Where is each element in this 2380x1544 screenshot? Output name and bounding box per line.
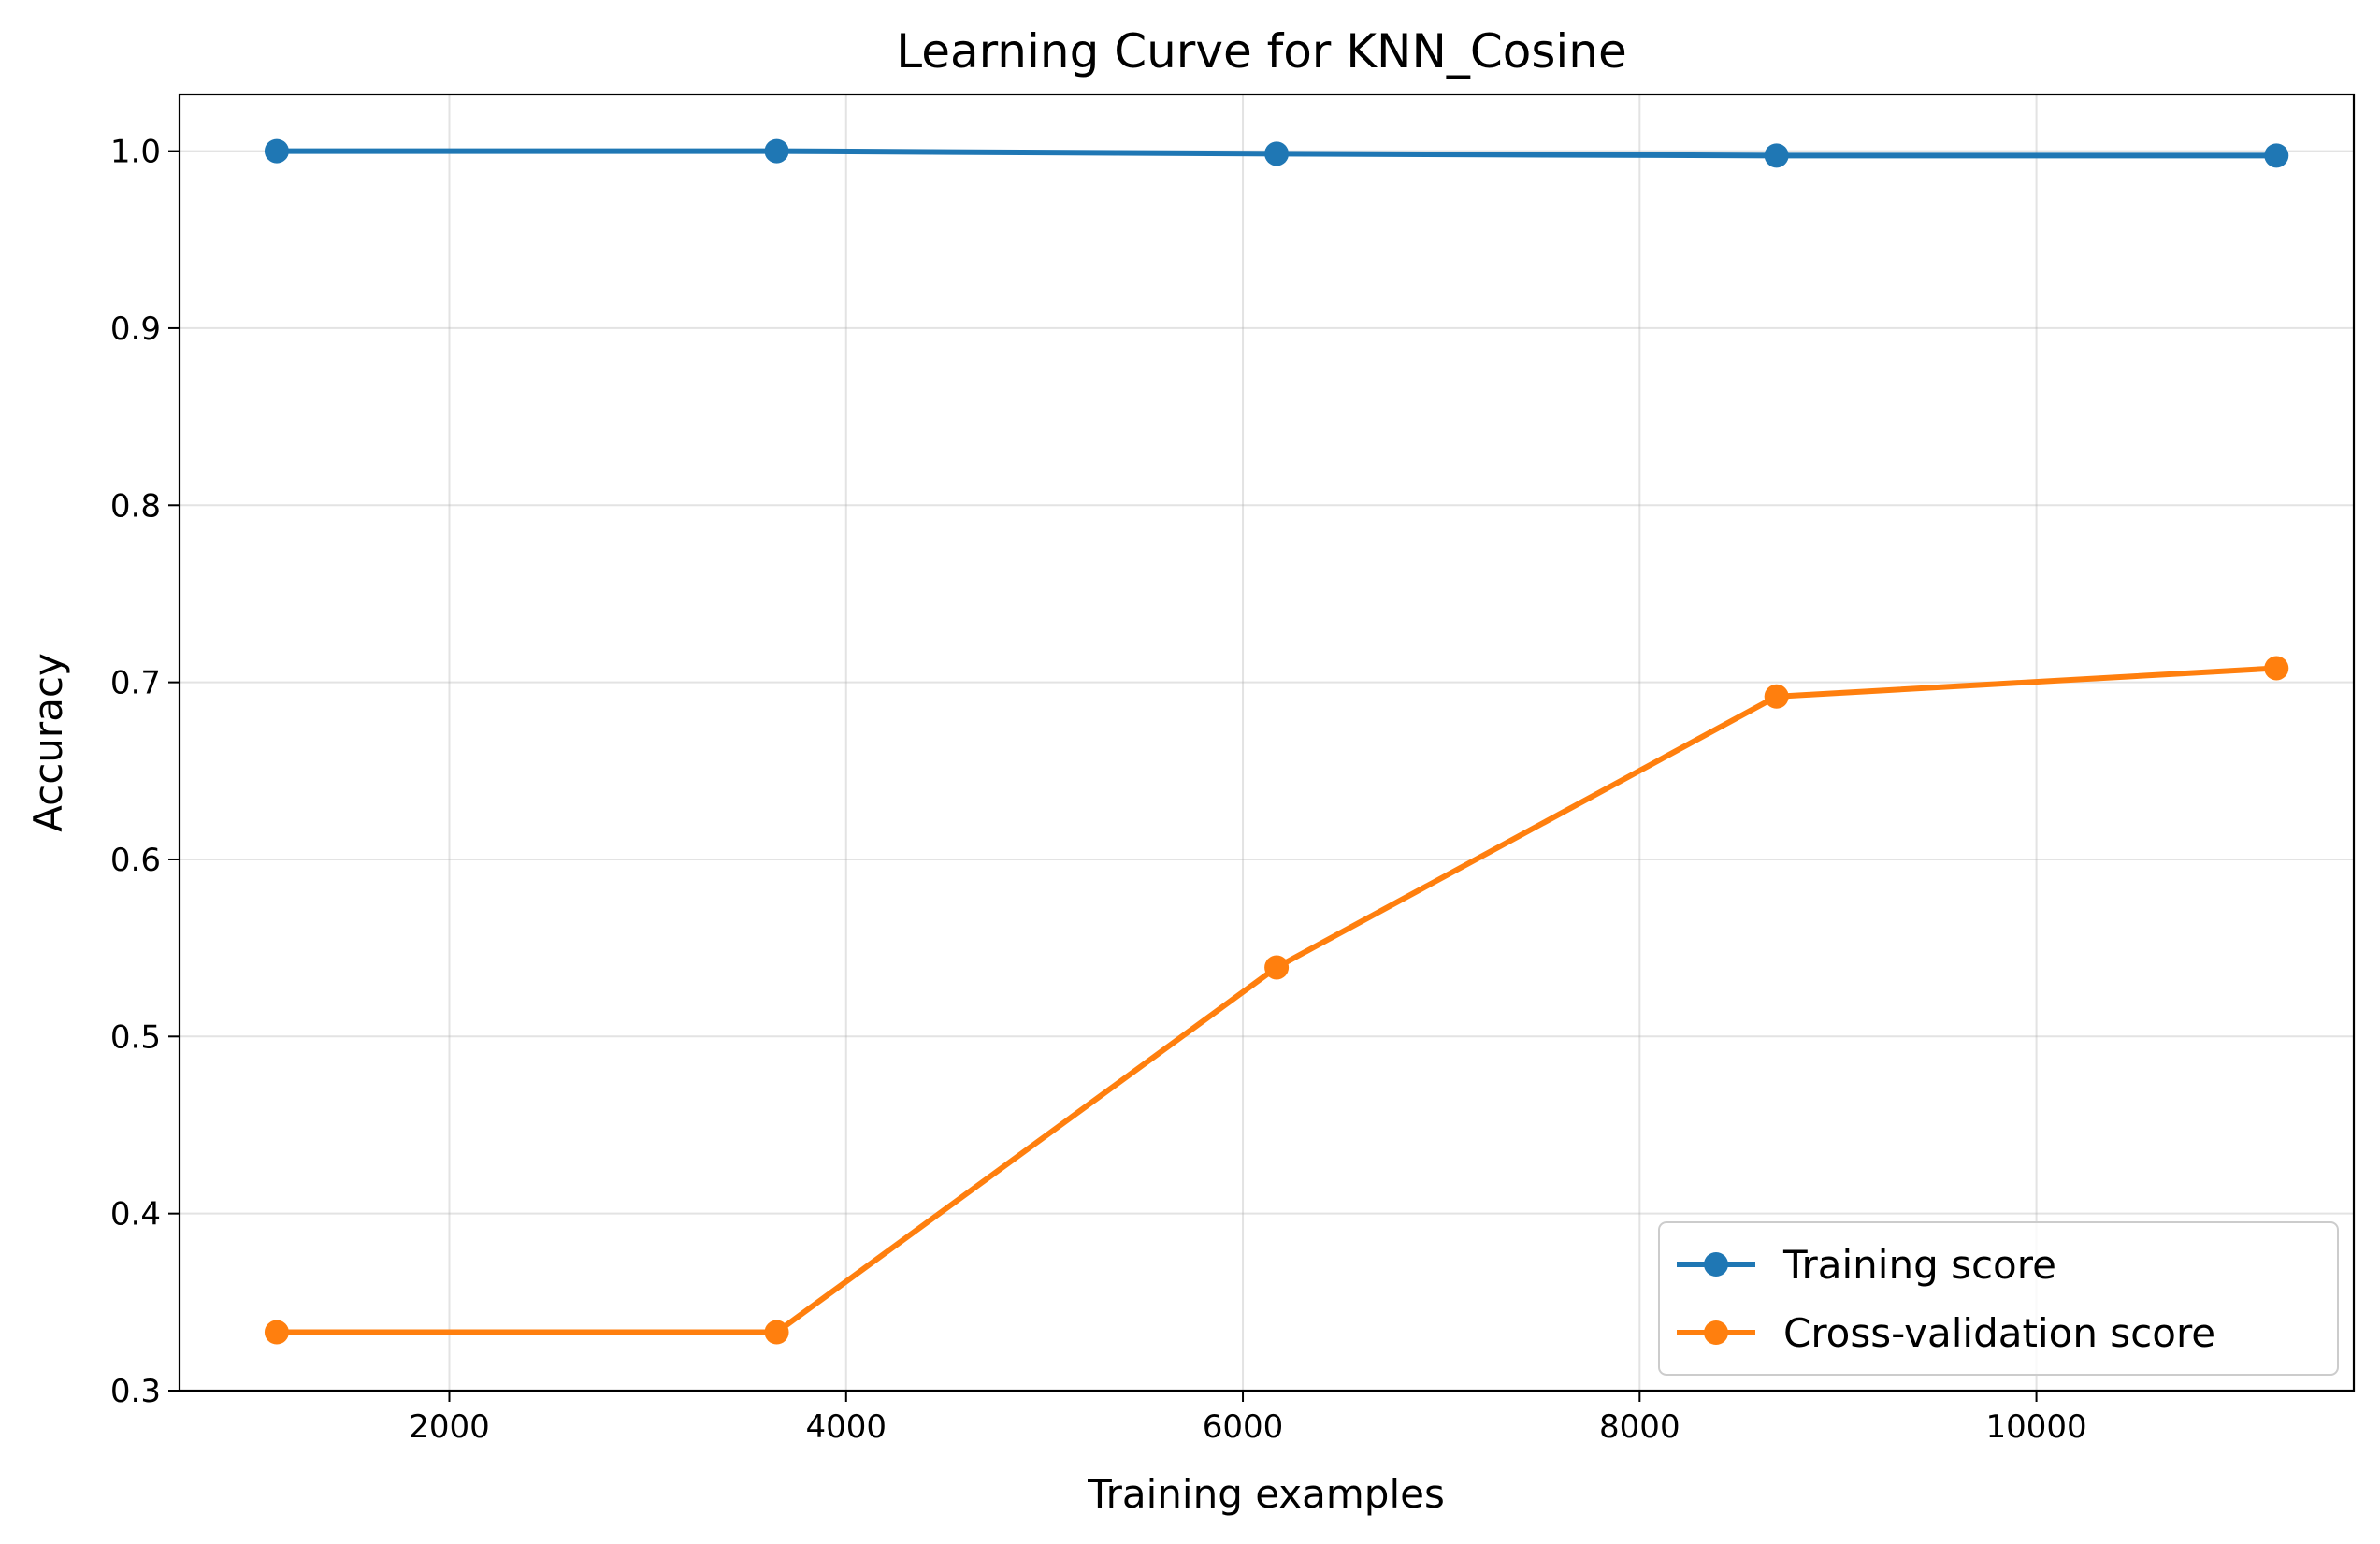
y-tick-label: 0.8: [110, 487, 161, 525]
cross-validation-score-point: [2264, 656, 2289, 681]
series-layer: [264, 138, 2289, 1345]
chart-title: Learning Curve for KNN_Cosine: [896, 24, 1627, 79]
legend-label-training-score: Training score: [1782, 1242, 2056, 1288]
y-tick-label: 0.5: [110, 1018, 161, 1056]
plot-frame: [178, 93, 2356, 1392]
legend-marker-training-score: [1704, 1252, 1728, 1277]
y-tick-label: 0.9: [110, 310, 161, 348]
training-score-point: [2264, 143, 2289, 168]
x-tick-label: 8000: [1599, 1408, 1680, 1446]
x-axis-label: Training examples: [1087, 1471, 1445, 1517]
cross-validation-score-point: [1764, 684, 1789, 709]
cross-validation-score-point: [264, 1320, 289, 1345]
tick-layer: 2000 4000 6000 8000 10000 0.3 0.4 0.5 0.6 0.7 0.8 0…: [110, 134, 2087, 1446]
training-score-point: [1264, 141, 1290, 166]
x-tick-label: 4000: [806, 1408, 887, 1446]
x-tick-label: 6000: [1203, 1408, 1284, 1446]
y-tick-label: 1.0: [110, 134, 161, 171]
training-score-point: [764, 138, 789, 164]
y-tick-label: 0.3: [110, 1373, 161, 1410]
y-tick-label: 0.4: [110, 1196, 161, 1234]
legend-label-cross-validation-score: Cross-validation score: [1783, 1310, 2215, 1356]
x-tick-label: 10000: [1985, 1408, 2086, 1446]
training-score-point: [264, 138, 289, 164]
training-score-point: [1764, 143, 1789, 168]
legend-marker-cross-validation-score: [1704, 1320, 1728, 1345]
legend: Training score Cross-validation score: [1658, 1221, 2339, 1376]
y-axis-label: Accuracy: [25, 653, 71, 832]
y-tick-label: 0.7: [110, 665, 161, 702]
y-tick-label: 0.6: [110, 842, 161, 879]
cross-validation-score-point: [1264, 955, 1290, 980]
cross-validation-score-point: [764, 1320, 789, 1345]
x-tick-label: 2000: [409, 1408, 490, 1446]
legend-box: [1658, 1221, 2339, 1376]
